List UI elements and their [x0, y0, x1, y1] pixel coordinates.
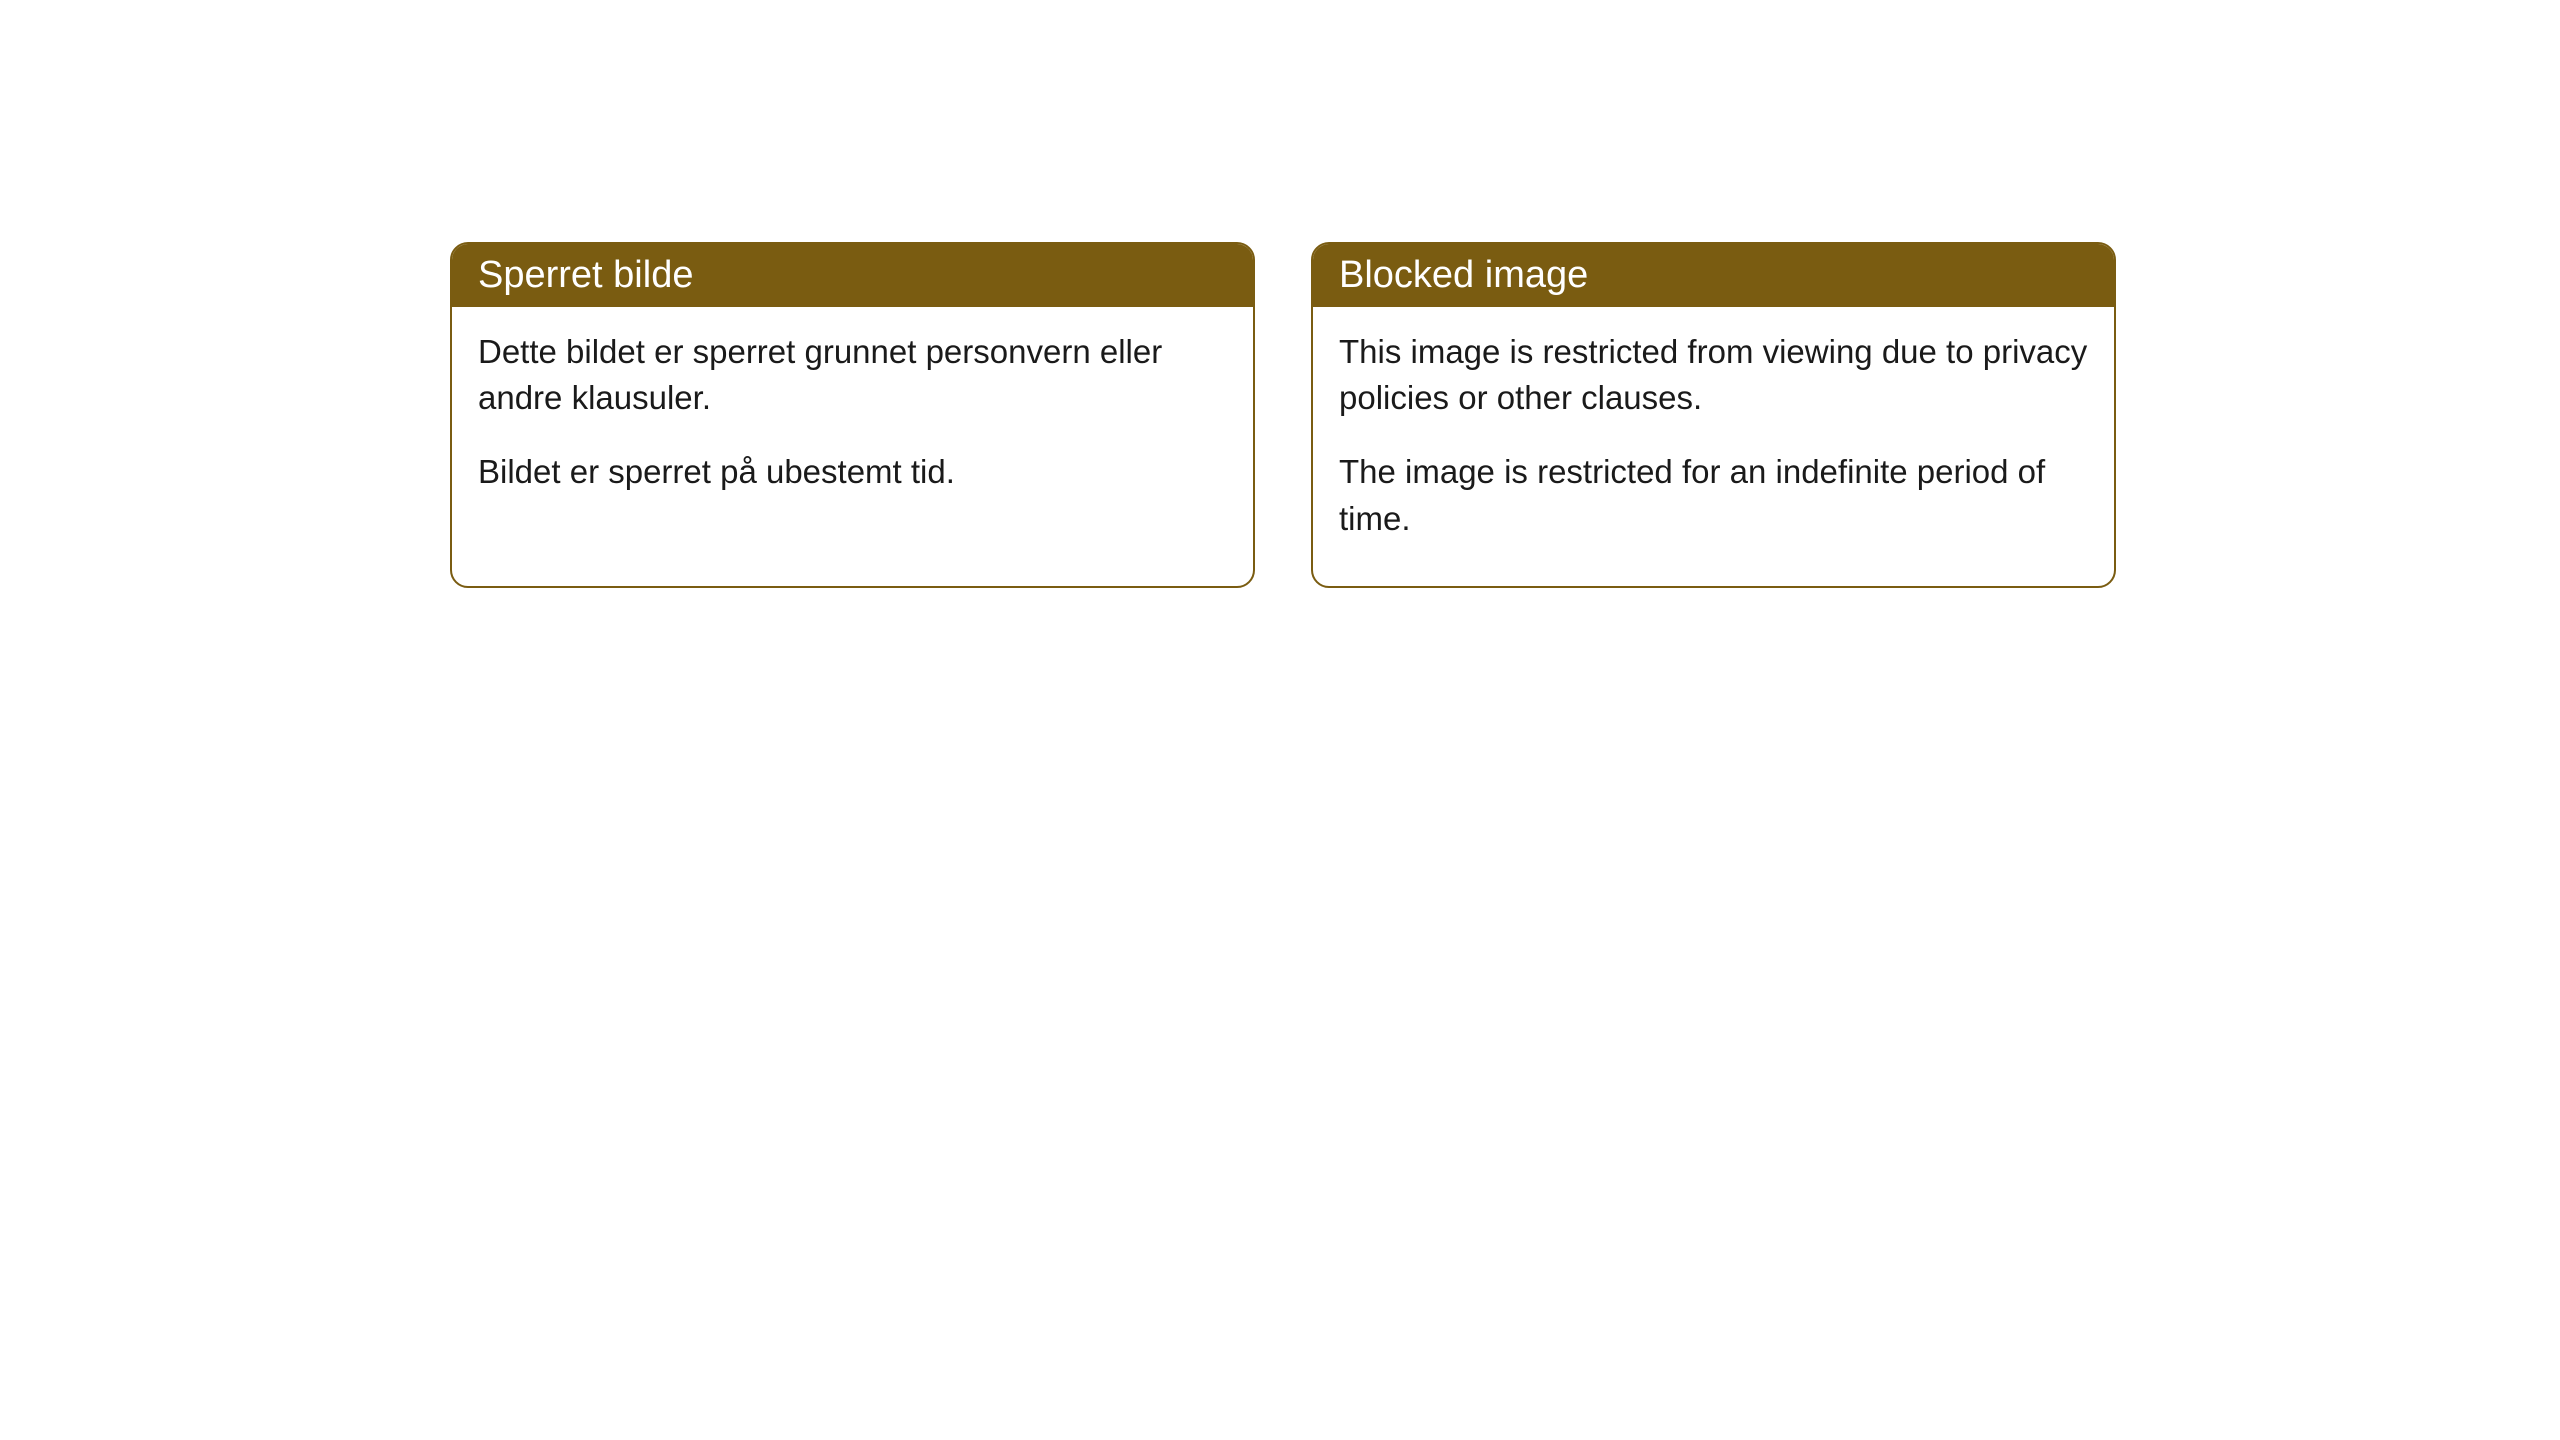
card-header: Sperret bilde — [452, 244, 1253, 307]
card-paragraph-2: The image is restricted for an indefinit… — [1339, 449, 2088, 541]
blocked-image-card-english: Blocked image This image is restricted f… — [1311, 242, 2116, 588]
card-paragraph-1: Dette bildet er sperret grunnet personve… — [478, 329, 1227, 421]
card-paragraph-2: Bildet er sperret på ubestemt tid. — [478, 449, 1227, 495]
card-title: Blocked image — [1339, 254, 1588, 296]
card-body: Dette bildet er sperret grunnet personve… — [452, 307, 1253, 540]
card-body: This image is restricted from viewing du… — [1313, 307, 2114, 586]
cards-container: Sperret bilde Dette bildet er sperret gr… — [450, 242, 2116, 588]
card-title: Sperret bilde — [478, 254, 693, 296]
blocked-image-card-norwegian: Sperret bilde Dette bildet er sperret gr… — [450, 242, 1255, 588]
card-paragraph-1: This image is restricted from viewing du… — [1339, 329, 2088, 421]
card-header: Blocked image — [1313, 244, 2114, 307]
